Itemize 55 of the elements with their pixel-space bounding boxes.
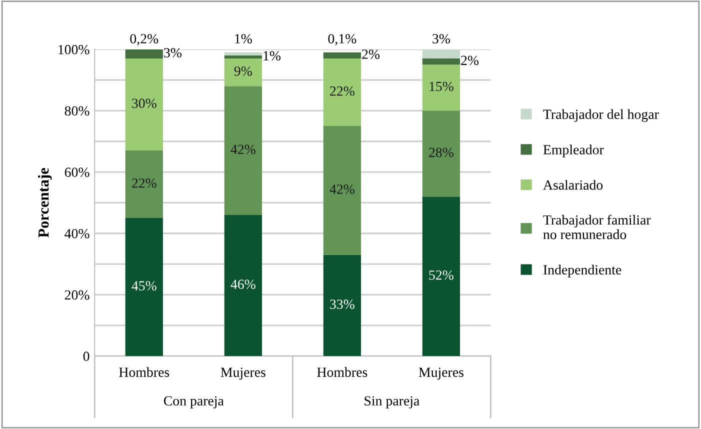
data-label: 22% <box>132 178 156 188</box>
data-label: 3% <box>432 34 450 44</box>
bar <box>323 52 361 59</box>
bar <box>224 52 262 56</box>
y-tick-label: 0 <box>83 352 90 362</box>
bar <box>224 214 262 356</box>
y-tick-label: 100% <box>58 44 90 54</box>
bar <box>422 64 460 111</box>
data-label: 3% <box>164 48 182 58</box>
legend-label: Empleador <box>543 144 604 158</box>
data-label: 9% <box>234 66 252 76</box>
data-label: 2% <box>362 50 380 59</box>
y-tick-label: 40% <box>64 228 90 238</box>
x-tick-label: Mujeres <box>418 368 464 380</box>
bar <box>125 49 163 59</box>
data-label: 15% <box>430 82 454 92</box>
data-label: 0,2% <box>130 34 158 46</box>
y-axis-title: Porcentaje <box>38 168 52 238</box>
bar <box>323 254 361 356</box>
data-label: 22% <box>330 86 354 96</box>
data-label: 46% <box>230 280 256 290</box>
data-label: 33% <box>330 300 354 309</box>
x-tick-label: Hombres <box>119 367 170 377</box>
bar <box>323 126 361 255</box>
bar <box>224 55 262 59</box>
legend-label: Trabajador familiar no remunerado <box>543 214 651 240</box>
legend-label: Independiente <box>543 264 622 278</box>
bar <box>422 110 460 197</box>
data-label: 28% <box>429 148 454 158</box>
data-label: 30% <box>132 98 156 108</box>
data-label: 0,1% <box>328 34 356 46</box>
bar <box>224 58 262 86</box>
data-label: 2% <box>461 56 479 66</box>
y-tick-label: 20% <box>64 290 90 300</box>
y-tick-label: 60% <box>64 168 90 178</box>
data-label: 1% <box>235 34 252 44</box>
bar <box>323 58 361 126</box>
bar <box>422 196 460 356</box>
bar <box>422 58 460 65</box>
legend-label: Trabajador del hogar <box>543 109 659 122</box>
bar <box>125 58 163 151</box>
text: Con pareja <box>164 396 224 408</box>
y-tick-label: 80% <box>64 106 90 116</box>
text: Sin pareja <box>364 396 420 408</box>
x-tick-label: Hombres <box>317 367 368 377</box>
data-label: 1% <box>264 51 281 61</box>
bar <box>125 218 163 356</box>
bar <box>224 86 262 215</box>
data-label: 45% <box>132 281 156 291</box>
x-tick-label: Mujeres <box>220 368 266 380</box>
bar <box>125 150 163 218</box>
legend-label: Asalariado <box>543 180 603 190</box>
data-label: 52% <box>429 270 454 280</box>
data-label: 42% <box>330 184 354 194</box>
data-label: 42% <box>230 144 256 154</box>
